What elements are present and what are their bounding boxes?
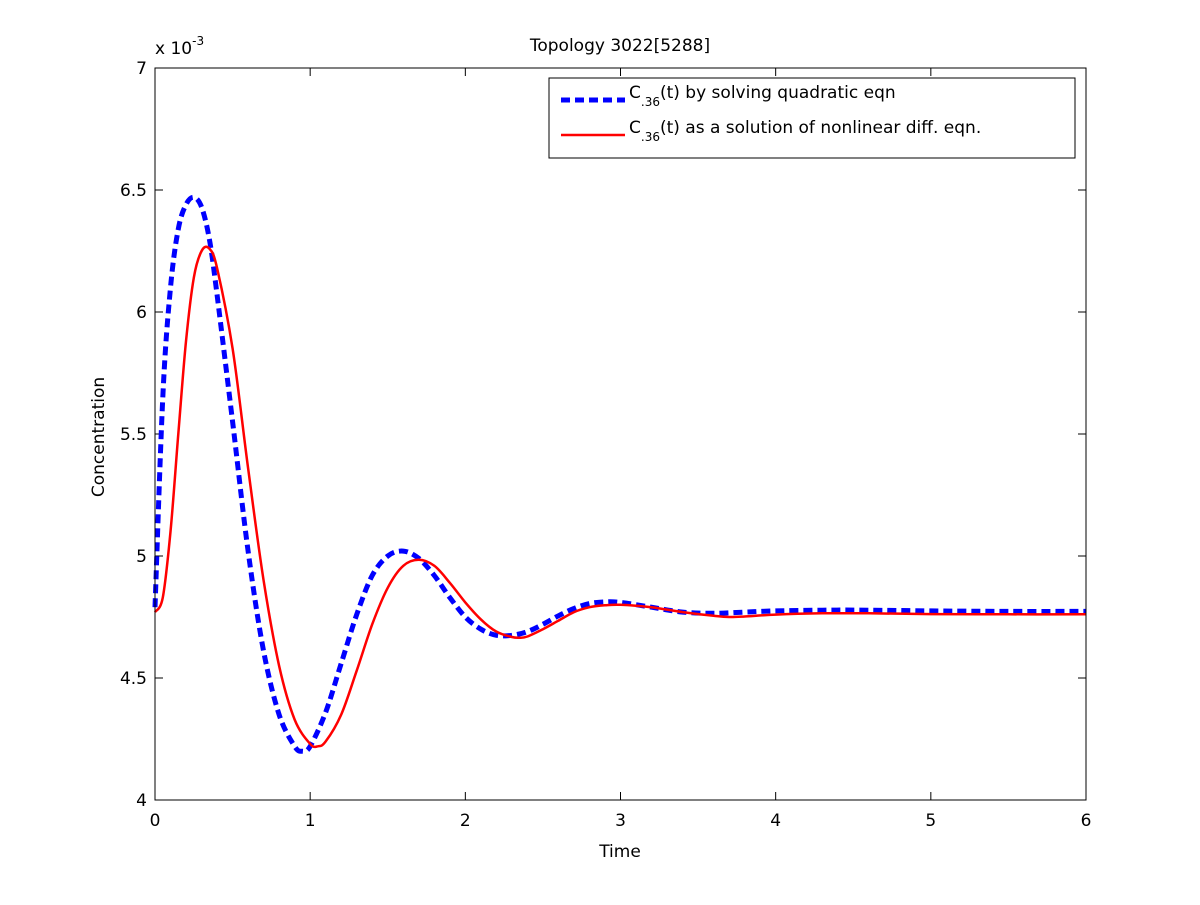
plot-frame (154, 67, 1087, 801)
y-exponent-label: x 10-3 (155, 34, 204, 59)
x-tick-label: 3 (615, 811, 626, 831)
y-tick-label: 7 (136, 59, 147, 79)
x-tick-label: 0 (150, 811, 161, 831)
y-tick-label: 6.5 (120, 181, 147, 201)
y-tick-label: 5.5 (120, 425, 147, 445)
legend-label-rest: (t) as a solution of nonlinear diff. eqn… (660, 118, 981, 138)
series-layer (152, 194, 1087, 754)
x-tick-label: 1 (305, 811, 316, 831)
y-tick-label: 6 (136, 303, 147, 323)
exponent-base: x 10 (155, 39, 192, 59)
y-tick-label: 4 (136, 791, 147, 811)
legend-label-rest: (t) by solving quadratic eqn (660, 83, 896, 103)
legend-label-main: C (629, 118, 641, 138)
y-tick-label: 4.5 (120, 669, 147, 689)
plot-area (155, 68, 1086, 800)
x-tick-label: 5 (925, 811, 936, 831)
legend-label-subscript: .36 (641, 130, 660, 144)
legend-label-subscript: .36 (641, 95, 660, 109)
chart-title: Topology 3022[5288] (529, 36, 710, 56)
x-tick-label: 6 (1081, 811, 1092, 831)
y-tick-label: 5 (136, 547, 147, 567)
legend-box (548, 77, 1076, 159)
x-axis-label: Time (598, 842, 641, 862)
x-tick-label: 4 (770, 811, 781, 831)
y-axis-label: Concentration (89, 377, 109, 497)
series-line-nonlinear (153, 245, 1087, 749)
legend-label-nonlinear: C.36(t) as a solution of nonlinear diff.… (629, 118, 981, 144)
legend-label-main: C (629, 83, 641, 103)
x-tick-label: 2 (460, 811, 471, 831)
legend-label-quadratic: C.36(t) by solving quadratic eqn (629, 83, 896, 109)
legend: C.36(t) by solving quadratic eqn C.36(t)… (548, 77, 1076, 159)
exponent-power: -3 (192, 34, 204, 48)
